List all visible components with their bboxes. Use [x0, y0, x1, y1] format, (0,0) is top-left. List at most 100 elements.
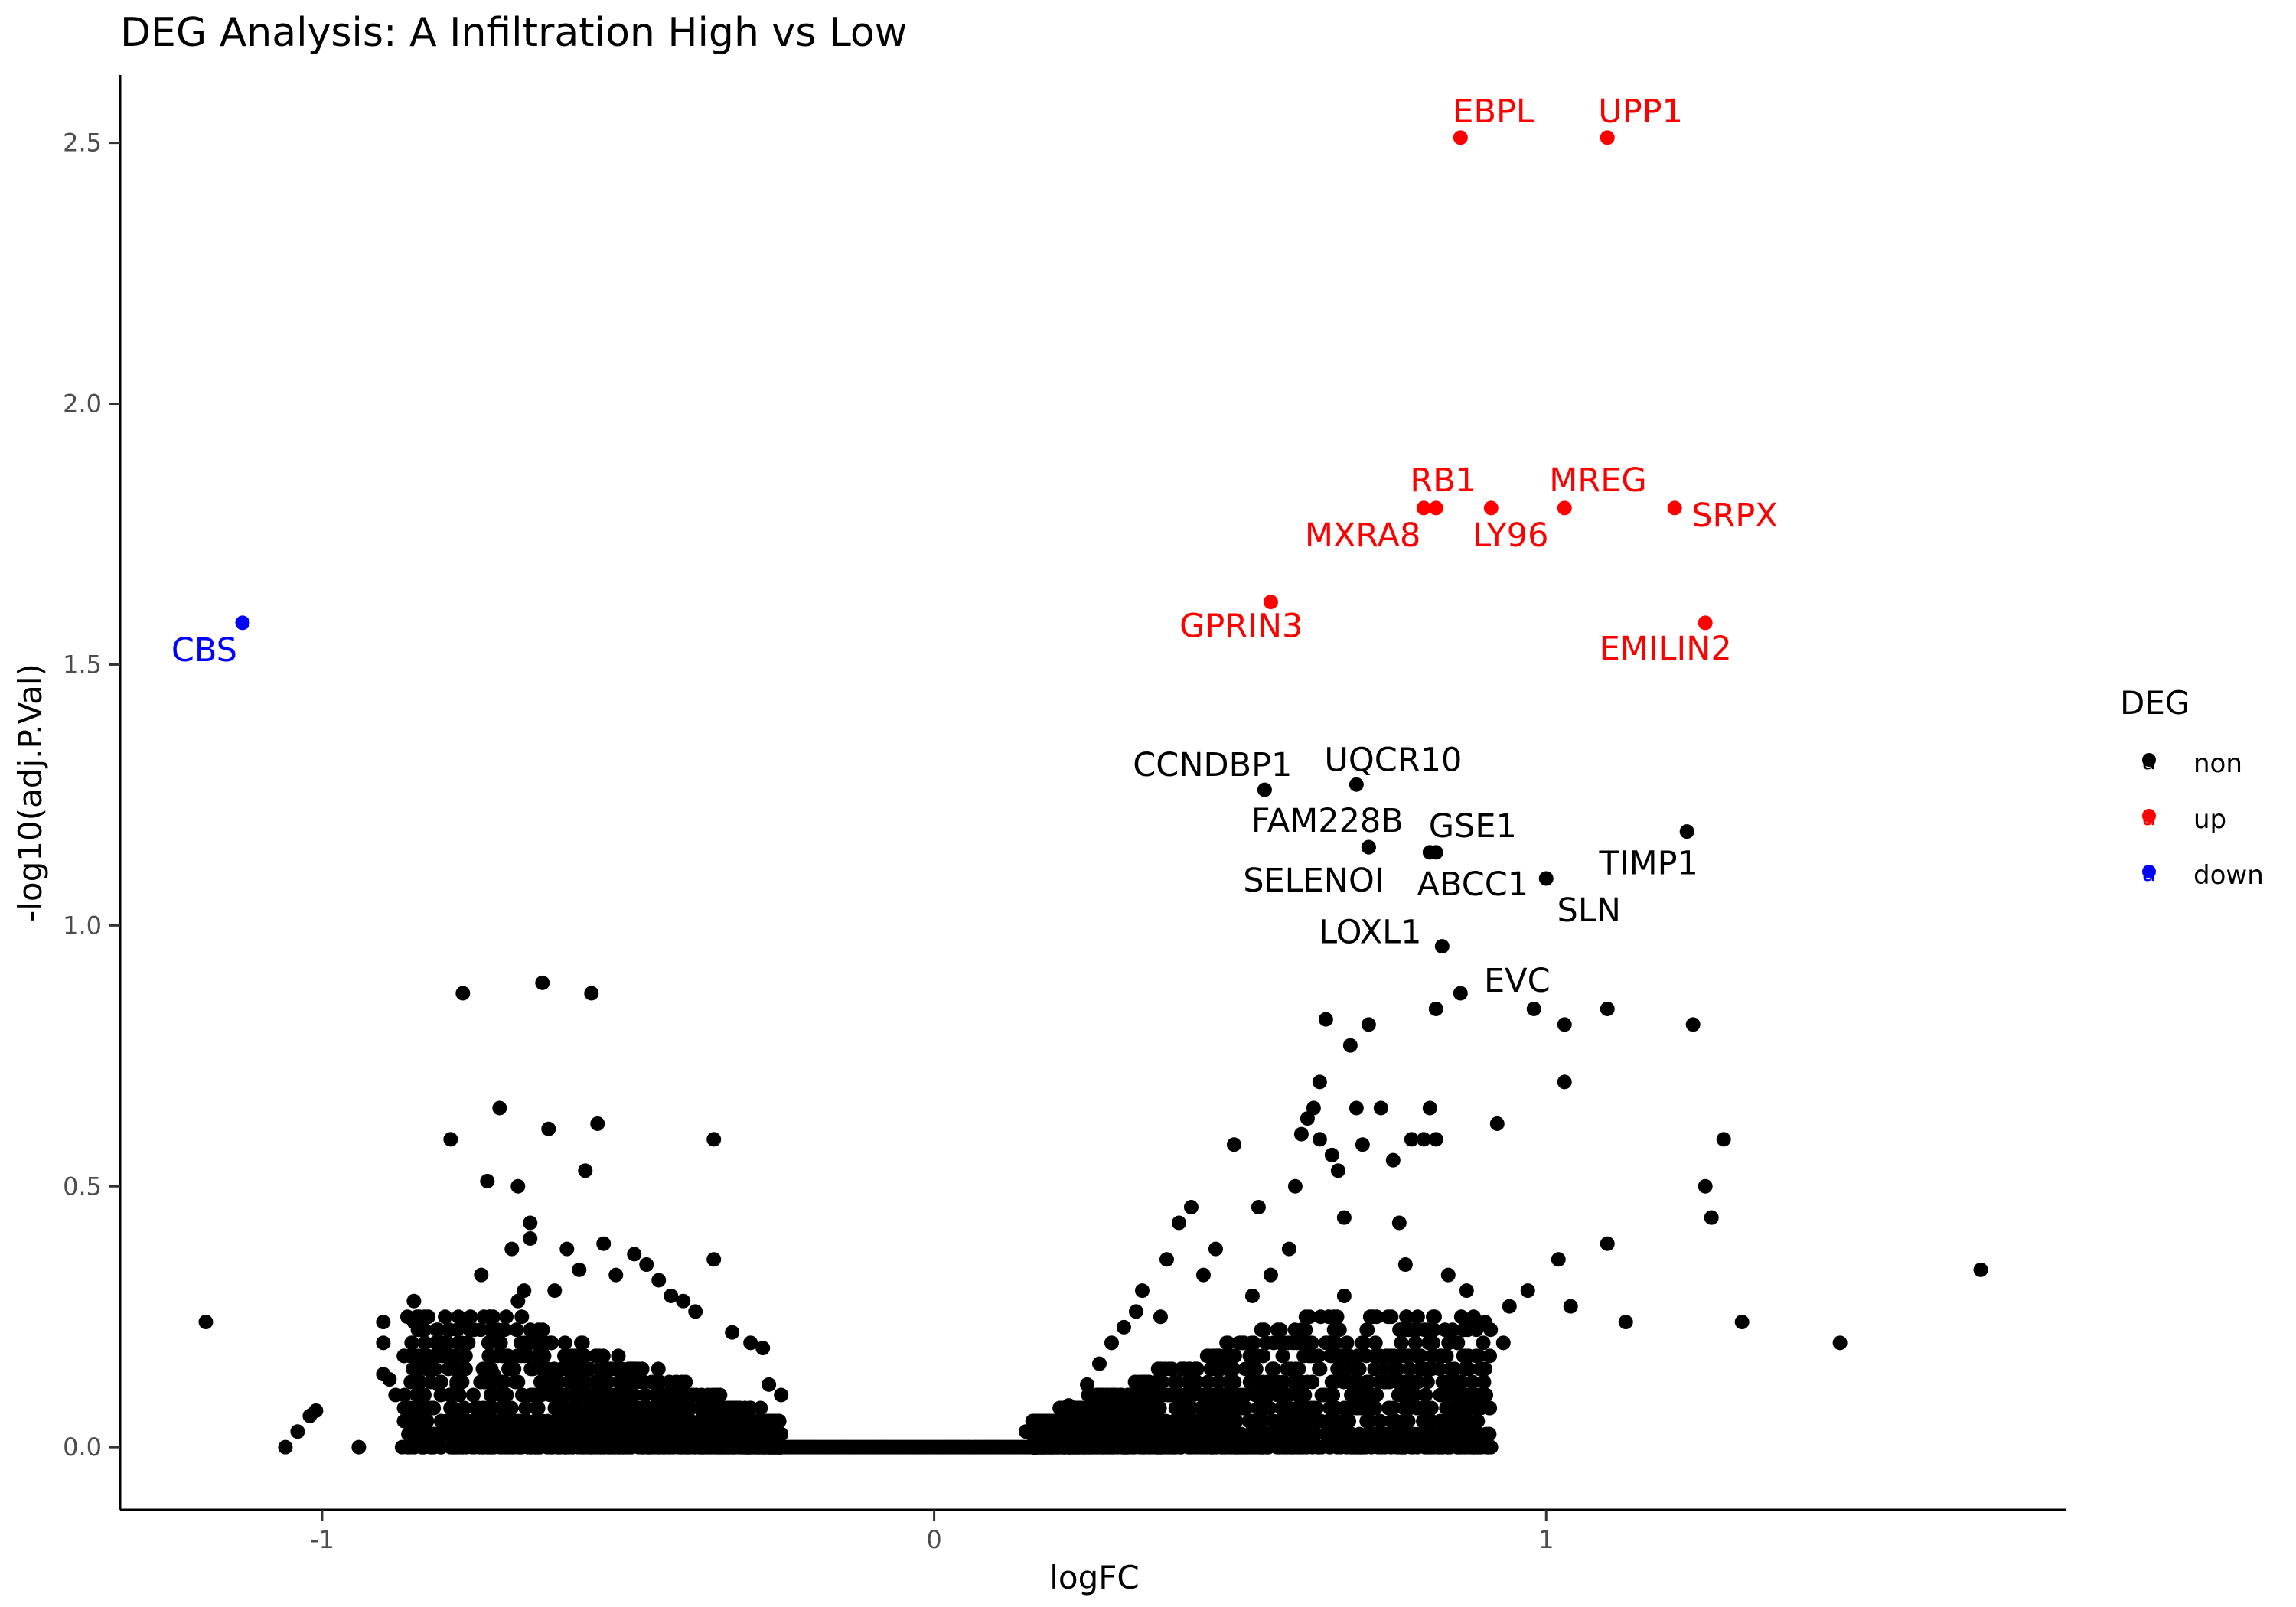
data-point — [716, 1413, 731, 1429]
data-point — [526, 1361, 541, 1377]
data-point — [593, 1374, 608, 1390]
data-point-selenoi — [1361, 839, 1376, 855]
legend-entry-non: a non — [2142, 748, 2242, 779]
data-point — [1071, 1439, 1086, 1455]
data-point — [1312, 1132, 1327, 1147]
data-point — [571, 1348, 586, 1364]
data-point — [1600, 1236, 1615, 1251]
data-point — [409, 1387, 425, 1403]
data-point — [420, 1348, 435, 1364]
data-point — [535, 975, 550, 990]
gene-label-sln: SLN — [1557, 892, 1621, 930]
data-point — [1446, 1387, 1461, 1403]
legend: DEG a non a up a down — [2120, 684, 2264, 891]
data-point — [1557, 1017, 1572, 1032]
data-point — [1257, 1322, 1272, 1338]
data-point — [578, 1361, 593, 1377]
data-point — [683, 1400, 698, 1416]
legend-entry-up: a up — [2142, 804, 2226, 835]
data-point — [620, 1387, 635, 1403]
data-point — [590, 1116, 605, 1131]
data-point — [1459, 1387, 1474, 1403]
data-point — [466, 1322, 481, 1338]
gene-label-uqcr10: UQCR10 — [1324, 741, 1462, 779]
data-point — [1262, 1374, 1277, 1390]
data-point — [1219, 1348, 1234, 1364]
data-point-ebpl — [1453, 130, 1468, 145]
data-point — [1482, 1348, 1498, 1364]
gene-label-abcc1: ABCC1 — [1417, 865, 1529, 904]
data-point — [1351, 1374, 1366, 1390]
data-point — [523, 1231, 538, 1246]
legend-label: down — [2193, 860, 2264, 891]
data-point — [1187, 1413, 1202, 1429]
data-point — [290, 1424, 305, 1439]
data-point — [764, 1439, 779, 1455]
data-point — [198, 1315, 214, 1330]
data-point — [1361, 1374, 1376, 1390]
legend-text-key: a — [2142, 748, 2156, 775]
data-point — [494, 1400, 510, 1416]
data-point — [455, 1315, 471, 1330]
data-point — [1360, 1400, 1375, 1416]
data-point — [1339, 1361, 1355, 1377]
y-tick-label: 0.0 — [63, 1433, 102, 1462]
y-tick-label: 0.5 — [63, 1172, 102, 1201]
data-point — [1421, 1439, 1437, 1455]
data-point-sln — [1538, 871, 1554, 886]
data-point — [1322, 1400, 1338, 1416]
data-point — [498, 1413, 514, 1429]
data-point — [1391, 1215, 1407, 1231]
data-point — [434, 1348, 449, 1364]
data-point — [1413, 1348, 1428, 1364]
data-point — [683, 1426, 698, 1442]
data-point — [1310, 1439, 1326, 1455]
data-point — [1271, 1426, 1287, 1442]
data-point — [1301, 1426, 1316, 1442]
data-point — [1244, 1288, 1260, 1303]
data-point — [631, 1439, 646, 1455]
data-point — [1473, 1361, 1488, 1377]
data-point — [421, 1309, 436, 1325]
data-point — [1346, 1387, 1362, 1403]
data-point — [446, 1439, 461, 1455]
data-point — [1428, 1132, 1443, 1147]
data-point — [533, 1387, 548, 1403]
data-point — [1097, 1439, 1112, 1455]
data-point — [1443, 1361, 1458, 1377]
data-point-mreg — [1557, 500, 1572, 516]
data-point — [1039, 1439, 1055, 1455]
data-point — [1236, 1335, 1251, 1351]
data-point — [572, 1262, 587, 1277]
data-point — [657, 1387, 673, 1403]
data-point — [406, 1315, 422, 1330]
data-point — [545, 1374, 560, 1390]
data-point — [634, 1426, 649, 1442]
data-point — [376, 1315, 391, 1330]
data-point — [445, 1348, 460, 1364]
gene-label-ebpl: EBPL — [1453, 93, 1534, 131]
data-point — [488, 1426, 503, 1442]
data-point — [1326, 1374, 1341, 1390]
legend-label: up — [2193, 804, 2226, 835]
data-point — [1459, 1315, 1474, 1330]
data-point — [514, 1439, 530, 1455]
data-point — [1329, 1309, 1345, 1325]
data-point — [455, 1403, 471, 1418]
data-point — [1287, 1413, 1303, 1429]
non-deg-point-cloud — [394, 1309, 1499, 1455]
data-point — [484, 1400, 500, 1416]
data-point — [449, 1377, 465, 1392]
data-point — [1372, 1374, 1388, 1390]
data-point — [1402, 1361, 1417, 1377]
data-point — [1176, 1361, 1192, 1377]
data-point-srpx — [1667, 500, 1682, 516]
data-point — [1298, 1439, 1313, 1455]
data-point — [458, 1348, 473, 1364]
data-point — [449, 1361, 465, 1377]
data-point — [563, 1361, 579, 1377]
data-point — [1551, 1252, 1566, 1267]
data-point — [1338, 1426, 1353, 1442]
data-point — [1384, 1309, 1399, 1325]
